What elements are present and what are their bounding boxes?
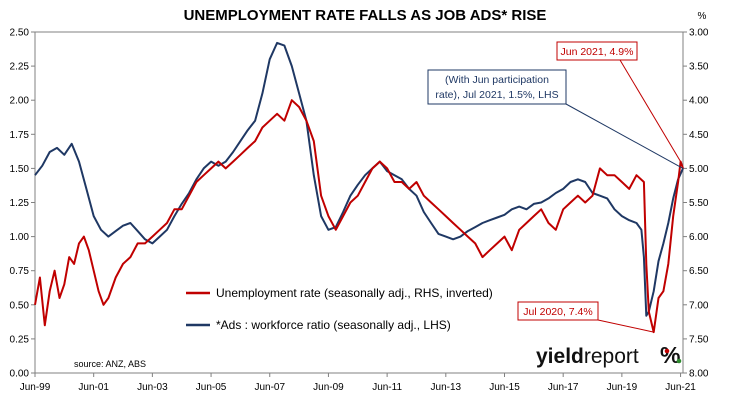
left-tick-label: 2.50 [10,28,30,39]
x-tick-label: Jun-05 [196,382,227,393]
annotation-jul-2020: Jul 2020, 7.4% [517,301,654,333]
left-tick-label: 0.50 [10,300,30,311]
left-tick-label: 0.25 [10,334,30,345]
annotation-leader-jun-2021 [619,59,682,162]
right-axis: 3.00 3.50 4.00 4.50 5.00 5.50 6.00 6.50 7.00 7.50… [683,28,709,380]
x-tick-label: Jun-17 [548,382,579,393]
annotation-jul-2021: (With Jun participation rate), Jul 2021,… [427,69,684,169]
chart-title: UNEMPLOYMENT RATE FALLS AS JOB ADS* RISE [184,7,547,24]
right-tick-label: 5.00 [689,164,709,175]
left-tick-label: 2.00 [10,96,30,107]
annotation-jun-2021: Jun 2021, 4.9% [556,41,682,162]
x-tick-label: Jun-21 [665,382,696,393]
left-tick-label: 0.00 [10,369,30,380]
x-tick-label: Jun-03 [137,382,168,393]
annotation-text-jul-2020: Jul 2020, 7.4% [523,306,592,318]
right-tick-label: 7.50 [689,334,709,345]
logo: yieldreport % [536,342,682,368]
annotation-leader-jul-2020 [597,319,654,333]
source-note: source: ANZ, ABS [74,359,146,369]
right-tick-label: 6.00 [689,232,709,243]
annotation-text-jul-2021-line2: rate), Jul 2021, 1.5%, LHS [435,89,558,101]
right-tick-label: 3.50 [689,62,709,73]
right-tick-label: 8.00 [689,369,709,380]
left-tick-label: 1.00 [10,232,30,243]
logo-percent-symbol: % [660,342,680,368]
x-tick-label: Jun-19 [607,382,638,393]
left-tick-label: 1.50 [10,164,30,175]
annotation-text-jun-2021: Jun 2021, 4.9% [561,46,634,58]
x-axis: Jun-99 Jun-01 Jun-03 Jun-05 Jun-07 Jun-09 Jun-… [20,373,696,393]
right-tick-label: 3.00 [689,28,709,39]
legend: Unemployment rate (seasonally adj., RHS,… [186,286,493,332]
x-tick-label: Jun-15 [489,382,520,393]
left-tick-label: 1.25 [10,198,30,209]
left-tick-label: 1.75 [10,130,30,141]
x-tick-label: Jun-11 [372,382,402,393]
annotation-text-jul-2021-line1: (With Jun participation [445,74,549,86]
logo-red-dot [664,348,670,354]
x-tick-label: Jun-99 [20,382,51,393]
x-tick-label: Jun-13 [431,382,462,393]
left-tick-label: 0.75 [10,266,30,277]
legend-label-ads-ratio: *Ads : workforce ratio (seasonally adj.,… [216,318,451,332]
left-axis: 0.00 0.25 0.50 0.75 1.00 1.25 1.50 1.75 2.00 2.25… [10,28,35,380]
right-tick-label: 7.00 [689,300,709,311]
logo-wordmark: yieldreport [536,345,639,368]
series-layer [34,41,684,334]
annotation-leader-jul-2021 [565,103,684,169]
legend-label-unemployment: Unemployment rate (seasonally adj., RHS,… [216,286,493,300]
right-tick-label: 5.50 [689,198,709,209]
annotation-box-jul-2020 [517,301,599,321]
annotation-box-jul-2021 [427,69,567,105]
right-tick-label: 4.50 [689,130,709,141]
series-line-unemployment [34,99,684,334]
annotation-box-jun-2021 [556,41,638,61]
right-axis-unit: % [698,11,707,22]
left-tick-label: 2.25 [10,62,30,73]
series-line-ads-ratio [34,41,684,317]
x-tick-label: Jun-01 [78,382,109,393]
logo-green-dot [676,358,682,364]
x-tick-label: Jun-09 [313,382,344,393]
x-tick-label: Jun-07 [254,382,285,393]
right-tick-label: 4.00 [689,96,709,107]
right-tick-label: 6.50 [689,266,709,277]
